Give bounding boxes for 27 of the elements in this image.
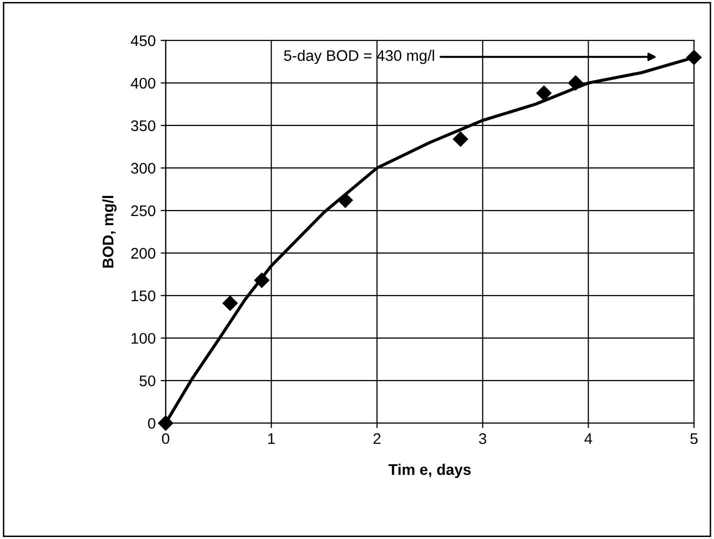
- y-tick-label: 150: [132, 290, 156, 302]
- y-axis-title: BOD, mg/l: [102, 196, 117, 268]
- point: [338, 192, 353, 208]
- y-tick-label: 100: [132, 332, 156, 344]
- point: [536, 86, 552, 101]
- point: [452, 132, 468, 147]
- x-tick-label: 0: [162, 433, 170, 444]
- x-tick-label: 2: [374, 433, 380, 444]
- y-tick-label: 350: [131, 120, 156, 132]
- y-tick-label: 250: [131, 205, 156, 216]
- x-tick-label: 5: [690, 433, 698, 444]
- y-tick-label: 50: [140, 375, 156, 386]
- x-tick-label: 1: [268, 433, 275, 444]
- point: [254, 272, 270, 288]
- point: [686, 50, 702, 66]
- x-axis-title: Tim e, days: [388, 464, 471, 478]
- y-tick-label: 450: [130, 35, 156, 46]
- annotation: 5-day BOD = 430 mg/l: [284, 50, 434, 64]
- x-tick-label: 3: [479, 433, 486, 444]
- y-tick-label: 300: [131, 162, 156, 174]
- y-tick-label: 200: [131, 248, 156, 259]
- point: [568, 75, 584, 91]
- y-tick-label: 400: [130, 78, 156, 89]
- point: [158, 416, 174, 431]
- x-tick-label: 4: [584, 433, 592, 444]
- y-tick-label: 0: [148, 418, 156, 429]
- point: [222, 296, 238, 311]
